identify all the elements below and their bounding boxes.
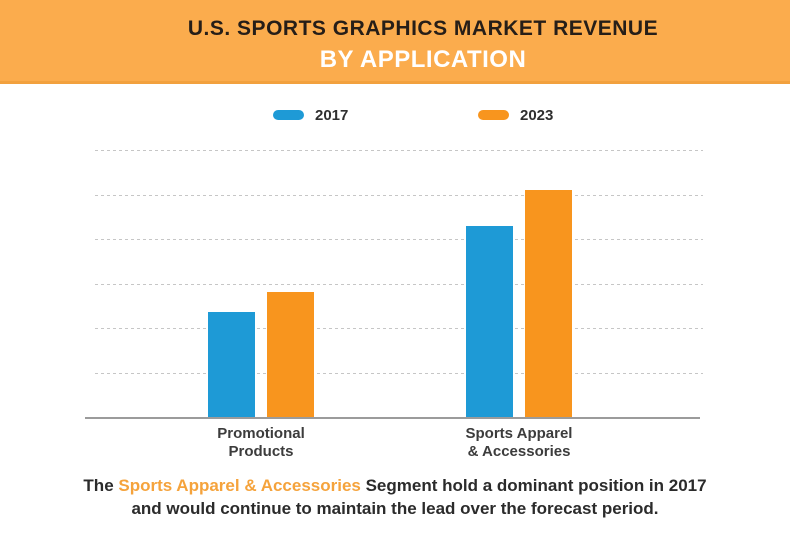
chart-title: U.S. SPORTS GRAPHICS MARKET REVENUE <box>187 17 659 40</box>
legend-item-2017: 2017 <box>273 106 348 124</box>
legend-swatch-2017 <box>273 110 304 120</box>
bar-2023-promotional-products <box>267 292 314 417</box>
caption-line-2: and would continue to maintain the lead … <box>131 499 659 518</box>
gridline <box>95 373 703 374</box>
gridline <box>95 195 703 196</box>
bar-2017-sports-apparel-accessories <box>466 225 513 417</box>
x-axis-line <box>85 417 700 419</box>
caption-highlight: Sports Apparel & Accessories <box>118 476 361 495</box>
category-label-sports-apparel-accessories: Sports Apparel & Accessories <box>465 425 573 460</box>
gridline <box>95 150 703 151</box>
chart-subtitle: BY APPLICATION <box>319 46 527 73</box>
bar-2023-sports-apparel-accessories <box>525 190 572 417</box>
gridline <box>95 328 703 329</box>
legend-item-2023: 2023 <box>478 106 553 124</box>
caption-line-1: The Sports Apparel & Accessories Segment… <box>0 474 790 497</box>
caption-text: Segment hold a dominant position in 2017 <box>360 476 707 495</box>
gridline <box>95 284 703 285</box>
legend-swatch-2023 <box>478 110 509 120</box>
caption: The Sports Apparel & Accessories Segment… <box>0 474 790 520</box>
legend-label-2023: 2023 <box>520 106 554 124</box>
legend-label-2017: 2017 <box>315 106 349 124</box>
header-text-block: U.S. SPORTS GRAPHICS MARKET REVENUE BY A… <box>56 0 790 74</box>
gridline <box>95 239 703 240</box>
bar-2017-promotional-products <box>208 312 255 417</box>
category-label-promotional-products: Promotional Products <box>217 425 305 460</box>
caption-text: The <box>83 476 119 495</box>
header-banner: U.S. SPORTS GRAPHICS MARKET REVENUE BY A… <box>0 0 790 84</box>
